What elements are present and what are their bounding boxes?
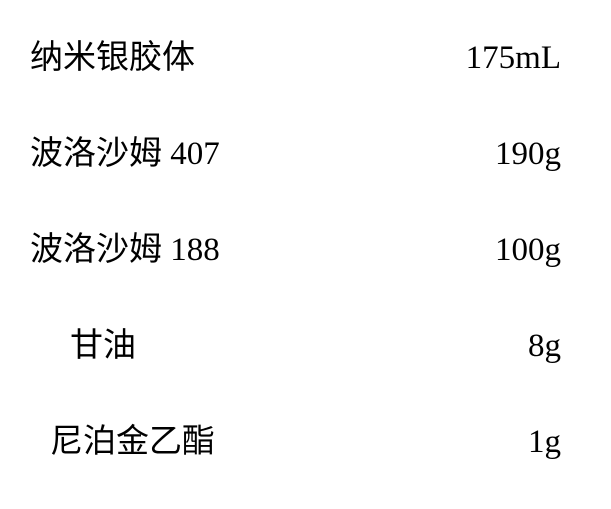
ingredient-amount: 100g — [495, 232, 561, 269]
ingredient-name: 尼泊金乙酯 — [30, 414, 215, 462]
ingredient-name: 甘油 — [30, 318, 136, 366]
table-row: 甘油 8g — [30, 318, 561, 366]
ingredient-amount: 190g — [495, 136, 561, 173]
ingredient-amount: 1g — [528, 424, 561, 461]
table-row: 波洛沙姆 407 190g — [30, 126, 561, 174]
ingredient-name: 波洛沙姆 407 — [30, 126, 220, 174]
ingredient-name: 波洛沙姆 188 — [30, 222, 220, 270]
ingredient-amount: 8g — [528, 328, 561, 365]
table-row: 尼泊金乙酯 1g — [30, 414, 561, 462]
table-row: 波洛沙姆 188 100g — [30, 222, 561, 270]
ingredient-name: 纳米银胶体 — [30, 30, 195, 78]
ingredient-amount: 175mL — [466, 40, 561, 77]
ingredient-table: 纳米银胶体 175mL 波洛沙姆 407 190g 波洛沙姆 188 100g … — [0, 0, 611, 492]
table-row: 纳米银胶体 175mL — [30, 30, 561, 78]
